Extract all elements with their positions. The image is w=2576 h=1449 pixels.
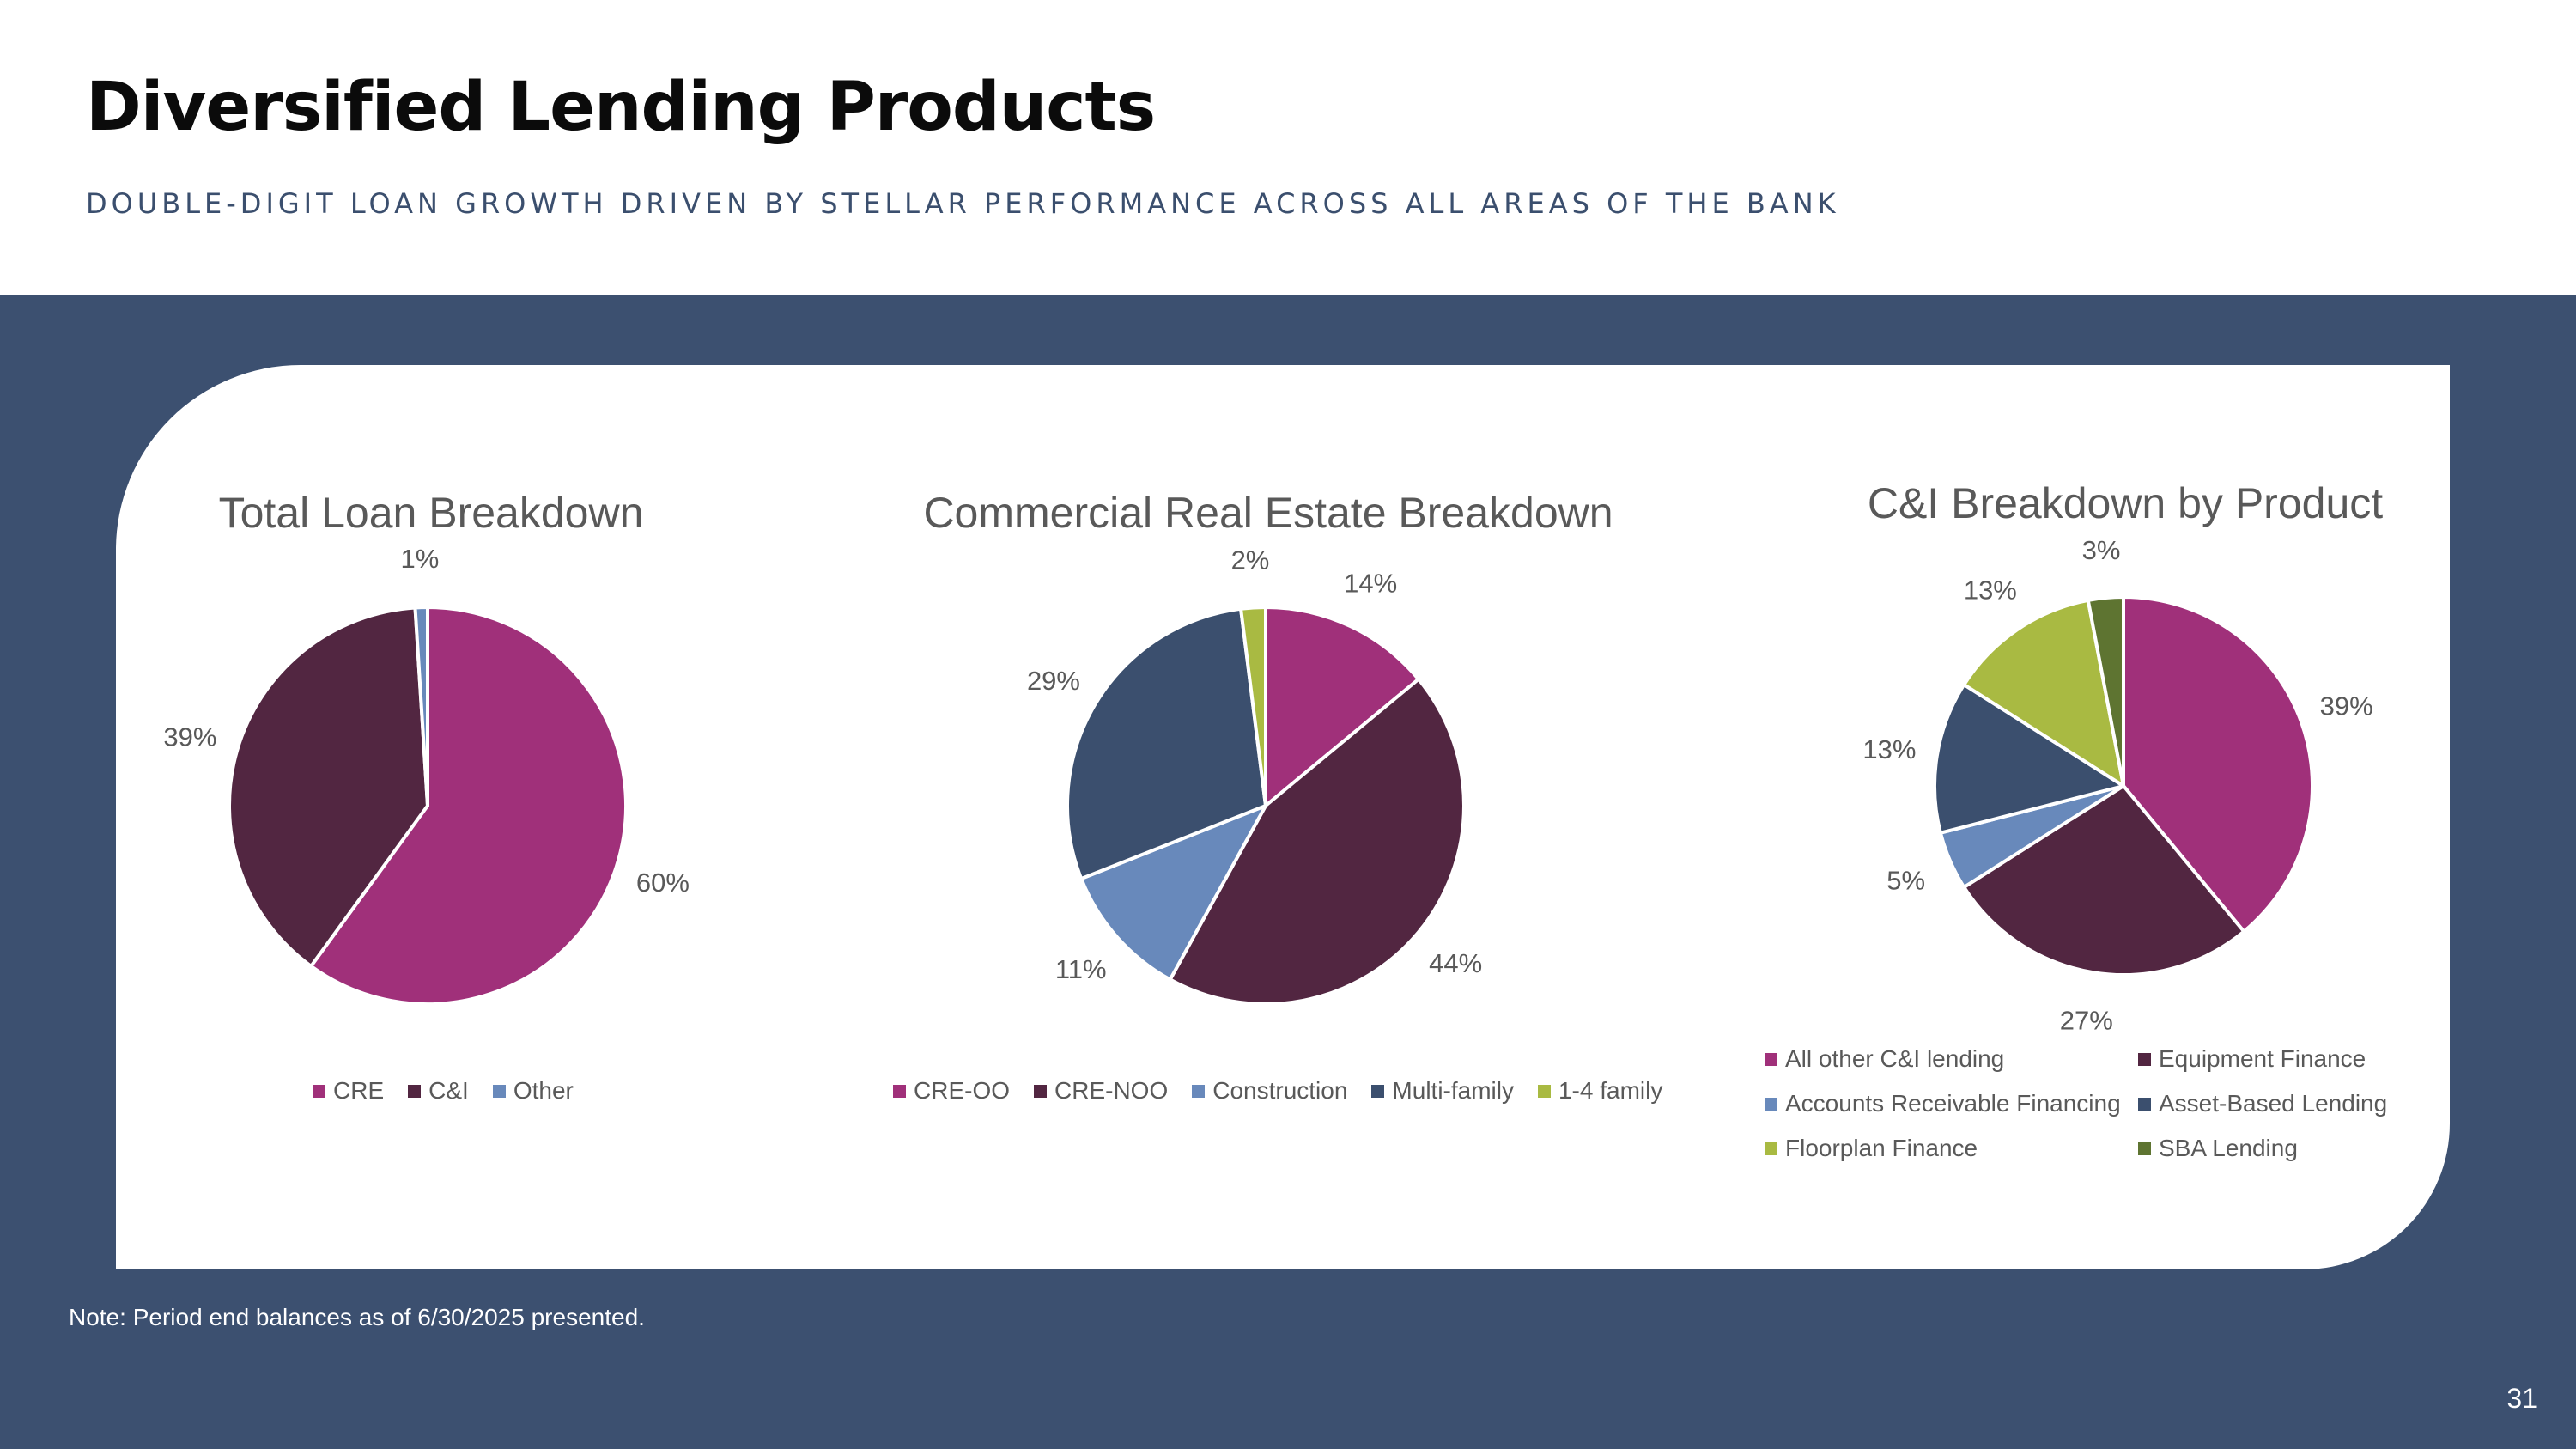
legend-item-all-other-ci: All other C&I lending [1765, 1045, 2138, 1073]
legend-label: Other [513, 1077, 574, 1104]
data-label-accounts-receivable-financing: 5% [1886, 866, 1925, 896]
legend-label: Equipment Finance [2159, 1045, 2366, 1072]
legend-item-multi-family: Multi-family [1371, 1077, 1514, 1105]
data-label-all-other-candi-lending: 39% [2320, 691, 2373, 721]
pie-slice-asset-based-lending [1933, 683, 2125, 835]
legend-item-construction: Construction [1192, 1077, 1347, 1105]
footnote: Note: Period end balances as of 6/30/202… [69, 1304, 645, 1330]
legend-item-cre-oo: CRE-OO [893, 1077, 1010, 1105]
data-label-cre-oo: 14% [1344, 568, 1397, 598]
legend-label: C&I [428, 1077, 469, 1104]
chart-title-cre: Commercial Real Estate Breakdown [923, 489, 1613, 537]
pie-slice-sba-lending [2086, 595, 2125, 788]
legend-item-cre-noo: CRE-NOO [1034, 1077, 1168, 1105]
legend-label: CRE [333, 1077, 385, 1104]
legend-swatch [1371, 1084, 1385, 1098]
data-label-asset-based-lending: 13% [1862, 734, 1916, 764]
data-label-1-4-family: 2% [1231, 545, 1270, 575]
legend-label: All other C&I lending [1785, 1045, 2005, 1072]
legend-item-ar-financing: Accounts Receivable Financing [1765, 1090, 2138, 1117]
legend-label: Accounts Receivable Financing [1785, 1090, 2121, 1117]
legend-swatch [313, 1084, 325, 1098]
data-label-floorplan-finance: 13% [1964, 575, 2017, 606]
legend-swatch [1765, 1052, 1777, 1066]
legend-swatch [492, 1084, 506, 1098]
data-label-multi-family: 29% [1027, 666, 1080, 696]
data-label-sba-lending: 3% [2082, 535, 2121, 565]
pie-slice-construction [1079, 804, 1267, 982]
legend-item-floorplan: Floorplan Finance [1765, 1135, 2138, 1162]
legend-item-asset-based: Asset-Based Lending [2138, 1090, 2396, 1117]
legend-swatch [2138, 1142, 2151, 1155]
legend-item-cre: CRE [313, 1077, 384, 1105]
page-title: Diversified Lending Products [86, 69, 1156, 146]
data-label-candi: 39% [163, 722, 216, 752]
pie-slice-multi-family [1065, 606, 1267, 881]
legend-label: Asset-Based Lending [2159, 1090, 2388, 1117]
legend-label: Construction [1212, 1077, 1348, 1104]
data-label-cre: 60% [636, 868, 690, 898]
chart-title-total-loan: Total Loan Breakdown [218, 489, 644, 537]
legend-swatch [1765, 1142, 1777, 1155]
pie-slice-all-other-candi-lending [2122, 595, 2314, 934]
data-label-construction: 11% [1055, 954, 1107, 984]
legend-label: SBA Lending [2159, 1135, 2298, 1161]
page-subtitle: DOUBLE-DIGIT LOAN GROWTH DRIVEN BY STELL… [86, 187, 1840, 220]
legend-swatch [1034, 1084, 1047, 1098]
pie-slice-floorplan-finance [1962, 598, 2125, 788]
pie-slice-cre-noo [1168, 677, 1466, 1006]
legend-swatch [893, 1084, 906, 1098]
legend-swatch [1765, 1097, 1777, 1111]
legend-swatch [2138, 1097, 2151, 1111]
legend-item-other: Other [492, 1077, 574, 1105]
legend-label: 1-4 family [1558, 1077, 1663, 1104]
pie-slice-candi [228, 606, 429, 968]
chart-title-ci: C&I Breakdown by Product [1867, 479, 2384, 527]
legend-swatch [2138, 1052, 2151, 1066]
data-label-cre-noo: 44% [1429, 948, 1482, 978]
legend-item-sba: SBA Lending [2138, 1135, 2396, 1162]
pie-slice-equipment-finance [1962, 784, 2246, 977]
legend-swatch [1192, 1084, 1206, 1098]
pie-slice-1-4-family [1239, 606, 1267, 807]
legend-item-1-4-family: 1-4 family [1537, 1077, 1663, 1105]
legend-label: CRE-NOO [1054, 1077, 1169, 1104]
pie-slice-cre-oo [1264, 606, 1420, 807]
pie-slice-other [413, 606, 429, 807]
legend-label: Multi-family [1392, 1077, 1514, 1104]
data-label-other: 1% [401, 544, 440, 574]
data-label-equipment-finance: 27% [2060, 1006, 2113, 1036]
legend-item-ci: C&I [408, 1077, 469, 1105]
legend-cre: CRE-OO CRE-NOO Construction Multi-family… [893, 1077, 1686, 1105]
legend-label: CRE-OO [914, 1077, 1010, 1104]
legend-swatch [408, 1084, 422, 1098]
legend-total-loan: CRE C&I Other [313, 1077, 598, 1105]
page-number: 31 [2506, 1383, 2537, 1414]
legend-swatch [1537, 1084, 1551, 1098]
pie-slice-cre [309, 606, 628, 1006]
legend-ci: All other C&I lending Equipment Finance … [1765, 1045, 2396, 1162]
legend-label: Floorplan Finance [1785, 1135, 1978, 1161]
legend-item-equipment-finance: Equipment Finance [2138, 1045, 2396, 1073]
